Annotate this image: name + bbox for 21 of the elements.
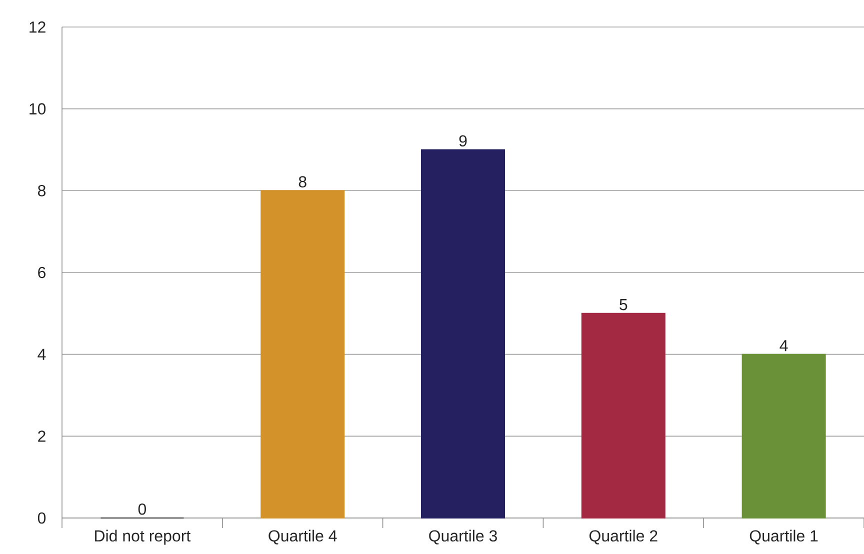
y-tick-label: 4: [38, 348, 46, 360]
x-tick-label: Did not report: [95, 530, 191, 545]
x-tick-label: Quartile 3: [429, 530, 497, 544]
bar: [421, 149, 506, 518]
data-label: 5: [620, 299, 628, 310]
bar: [742, 354, 826, 518]
data-label: 8: [298, 176, 306, 188]
y-tick-label: 12: [30, 21, 46, 33]
y-tick-label: 0: [38, 512, 46, 524]
x-tick-label: Quartile 1: [750, 530, 818, 544]
data-label: 0: [138, 503, 146, 515]
y-tick-label: 10: [30, 103, 46, 114]
x-tick-label: Quartile 2: [589, 530, 658, 544]
bar: [581, 312, 666, 518]
x-tick-label: Quartile 4: [268, 530, 337, 544]
y-tick-label: 8: [38, 185, 46, 196]
data-label: 4: [780, 340, 788, 352]
bar: [260, 190, 345, 518]
y-tick-label: 2: [38, 430, 46, 442]
y-tick-label: 6: [38, 266, 46, 278]
data-label: 9: [459, 135, 467, 147]
